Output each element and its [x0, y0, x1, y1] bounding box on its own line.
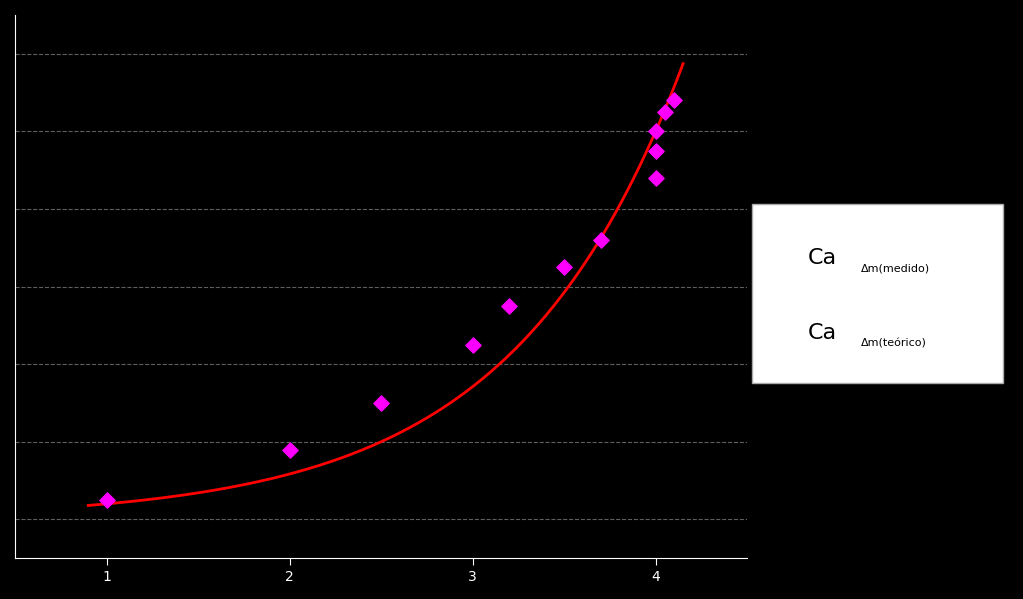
Point: [464, 340, 481, 350]
Text: Δm(medido): Δm(medido): [861, 264, 931, 273]
Point: [98, 495, 115, 505]
Text: Δm(teórico): Δm(teórico): [861, 339, 927, 349]
Point: [372, 398, 389, 408]
Point: [648, 173, 664, 183]
Point: [648, 146, 664, 156]
Point: [648, 126, 664, 136]
Text: Ca: Ca: [808, 247, 837, 268]
Text: Ca: Ca: [808, 323, 837, 343]
Point: [281, 445, 298, 455]
Point: [555, 262, 572, 272]
Point: [501, 301, 518, 311]
Point: [592, 235, 609, 245]
Point: [657, 107, 673, 117]
Point: [666, 96, 682, 105]
